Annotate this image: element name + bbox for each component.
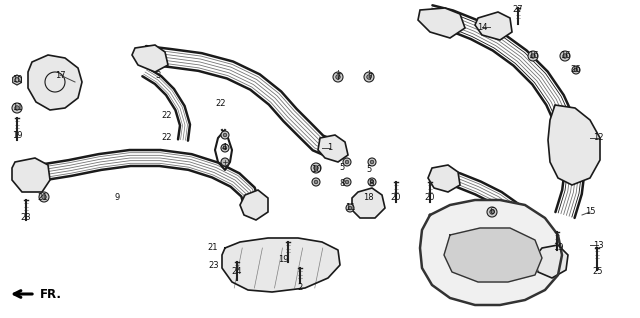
Text: 23: 23 [209, 260, 220, 269]
Text: 21: 21 [208, 244, 218, 252]
Polygon shape [28, 55, 82, 110]
Polygon shape [418, 8, 465, 38]
Circle shape [490, 210, 494, 214]
Text: 8: 8 [368, 178, 374, 188]
Circle shape [223, 133, 227, 137]
Circle shape [311, 163, 321, 173]
Circle shape [343, 158, 351, 166]
Polygon shape [444, 228, 542, 282]
Circle shape [346, 204, 354, 212]
Text: 15: 15 [585, 208, 595, 217]
Circle shape [368, 178, 376, 186]
Text: 17: 17 [54, 71, 65, 80]
Circle shape [223, 146, 227, 150]
Text: 8: 8 [339, 178, 345, 188]
Text: 10: 10 [311, 165, 321, 175]
Text: 11: 11 [12, 103, 22, 113]
Circle shape [367, 75, 371, 79]
Text: 22: 22 [162, 110, 172, 120]
Polygon shape [428, 165, 460, 192]
Circle shape [314, 166, 318, 170]
Circle shape [12, 103, 22, 113]
Circle shape [312, 178, 320, 186]
Polygon shape [548, 105, 600, 185]
Polygon shape [222, 238, 340, 292]
Circle shape [364, 72, 374, 82]
Circle shape [572, 66, 580, 74]
Text: 5: 5 [339, 163, 344, 172]
Circle shape [39, 192, 49, 202]
Text: 16: 16 [528, 52, 538, 60]
Text: 26: 26 [571, 66, 581, 74]
Circle shape [42, 195, 46, 199]
Text: 7: 7 [335, 73, 340, 81]
Text: 14: 14 [477, 23, 487, 31]
Text: 5: 5 [366, 165, 372, 175]
Text: 27: 27 [513, 5, 524, 15]
Circle shape [15, 106, 19, 110]
Circle shape [368, 158, 376, 166]
Circle shape [221, 131, 229, 139]
Text: 16: 16 [560, 52, 570, 60]
Polygon shape [240, 190, 268, 220]
Text: 19: 19 [553, 244, 563, 252]
Text: 7: 7 [367, 73, 372, 81]
Text: 4: 4 [221, 143, 227, 153]
Text: 22: 22 [162, 134, 172, 142]
Circle shape [314, 180, 318, 184]
Polygon shape [534, 245, 568, 278]
Polygon shape [420, 200, 562, 305]
Circle shape [348, 206, 352, 210]
Text: 2: 2 [298, 282, 303, 292]
Text: 1: 1 [328, 143, 333, 153]
Text: 13: 13 [593, 240, 604, 250]
Text: 18: 18 [363, 193, 373, 203]
Text: 22: 22 [216, 100, 227, 108]
Text: 9: 9 [115, 192, 120, 202]
Circle shape [343, 178, 351, 186]
Text: 20: 20 [391, 193, 401, 203]
Polygon shape [132, 45, 168, 72]
Text: 10: 10 [12, 75, 22, 85]
Circle shape [336, 75, 340, 79]
Text: 20: 20 [425, 193, 435, 203]
Circle shape [345, 160, 349, 164]
Text: 25: 25 [593, 266, 604, 275]
Circle shape [221, 158, 229, 166]
Polygon shape [475, 12, 512, 40]
Text: 6: 6 [490, 208, 495, 217]
Circle shape [370, 160, 374, 164]
Circle shape [531, 54, 535, 58]
Text: 19: 19 [12, 132, 22, 141]
Text: 19: 19 [278, 254, 288, 264]
Circle shape [574, 68, 578, 72]
Circle shape [560, 51, 570, 61]
Polygon shape [352, 188, 385, 218]
Text: 24: 24 [232, 266, 243, 275]
Text: 21: 21 [38, 192, 48, 202]
Text: 23: 23 [20, 213, 31, 223]
Circle shape [487, 207, 497, 217]
Polygon shape [12, 158, 50, 192]
Text: FR.: FR. [40, 287, 62, 301]
Text: 11: 11 [345, 204, 355, 212]
Polygon shape [13, 75, 21, 85]
Text: 3: 3 [156, 71, 161, 80]
Circle shape [563, 54, 567, 58]
Polygon shape [318, 135, 348, 162]
Circle shape [370, 180, 374, 184]
Circle shape [528, 51, 538, 61]
Circle shape [333, 72, 343, 82]
Text: 12: 12 [593, 134, 604, 142]
Circle shape [345, 180, 349, 184]
Circle shape [221, 144, 229, 152]
